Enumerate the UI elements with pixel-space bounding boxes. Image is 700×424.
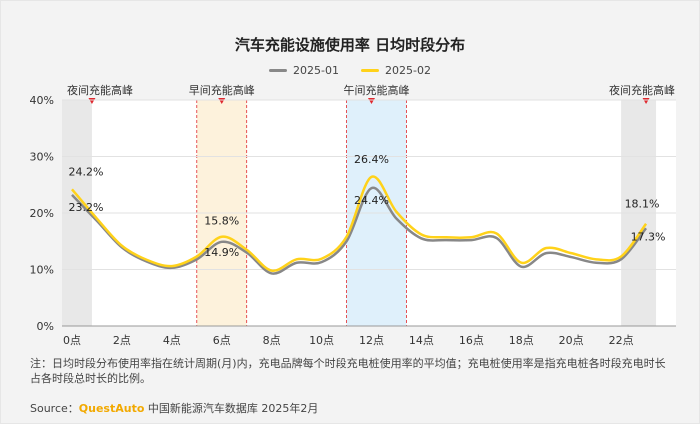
legend-swatch-2025-01 — [269, 69, 288, 72]
source-line: Source：QuestAuto 中国新能源汽车数据库 2025年2月 — [30, 400, 318, 416]
y-tick-label-0: 0% — [37, 320, 54, 333]
series-line-2025-02 — [71, 175, 648, 272]
data-label-0: 24.2% — [69, 165, 104, 178]
x-tick-label-1: 2点 — [113, 334, 131, 347]
chart-title: 汽车充能设施使用率 日均时段分布 — [234, 36, 466, 54]
data-label-2: 15.8% — [204, 215, 239, 228]
x-tick-label-3: 6点 — [213, 334, 231, 347]
source-brand: QuestAuto — [78, 402, 145, 415]
chart-legend: 2025-01 2025-02 — [0, 64, 700, 77]
legend-label-2025-02: 2025-02 — [385, 64, 431, 77]
series-line-2025-01 — [71, 186, 648, 275]
data-label-4: 26.4% — [354, 153, 389, 166]
x-tick-label-5: 10点 — [309, 334, 334, 347]
y-tick-label-2: 20% — [30, 207, 54, 220]
legend-label-2025-01: 2025-01 — [293, 64, 339, 77]
legend-item-2025-01: 2025-01 — [269, 64, 339, 77]
data-label-7: 17.3% — [631, 230, 666, 243]
x-tick-label-7: 14点 — [409, 334, 434, 347]
peak-band-label-1: 早间充能高峰 — [189, 83, 255, 97]
y-tick-label-3: 30% — [30, 151, 54, 164]
x-tick-label-6: 12点 — [359, 334, 384, 347]
peak-band-label-3: 夜间充能高峰 — [609, 83, 675, 97]
data-label-1: 23.2% — [69, 201, 104, 214]
peak-band-label-2: 午间充能高峰 — [343, 83, 409, 97]
source-text: 中国新能源汽车数据库 2025年2月 — [147, 402, 319, 415]
x-tick-label-9: 18点 — [509, 334, 534, 347]
x-tick-label-11: 22点 — [609, 334, 634, 347]
legend-swatch-2025-02 — [361, 69, 379, 72]
x-tick-label-4: 8点 — [263, 334, 281, 347]
chart-note: 注：日均时段分布使用率指在统计周期(月)内，充电品牌每个时段充电桩使用率的平均值… — [30, 357, 666, 385]
peak-band-label-0: 夜间充能高峰 — [67, 83, 133, 97]
x-tick-label-2: 4点 — [163, 334, 181, 347]
source-label: Source： — [30, 402, 79, 415]
y-tick-label-1: 10% — [30, 264, 54, 277]
data-label-3: 14.9% — [204, 246, 239, 259]
y-tick-label-4: 40% — [30, 94, 54, 107]
legend-item-2025-02: 2025-02 — [361, 64, 431, 77]
x-tick-label-10: 20点 — [559, 334, 584, 347]
data-label-5: 24.4% — [354, 194, 389, 207]
x-tick-label-8: 16点 — [459, 334, 484, 347]
data-label-6: 18.1% — [625, 198, 660, 211]
x-tick-label-0: 0点 — [63, 334, 81, 347]
